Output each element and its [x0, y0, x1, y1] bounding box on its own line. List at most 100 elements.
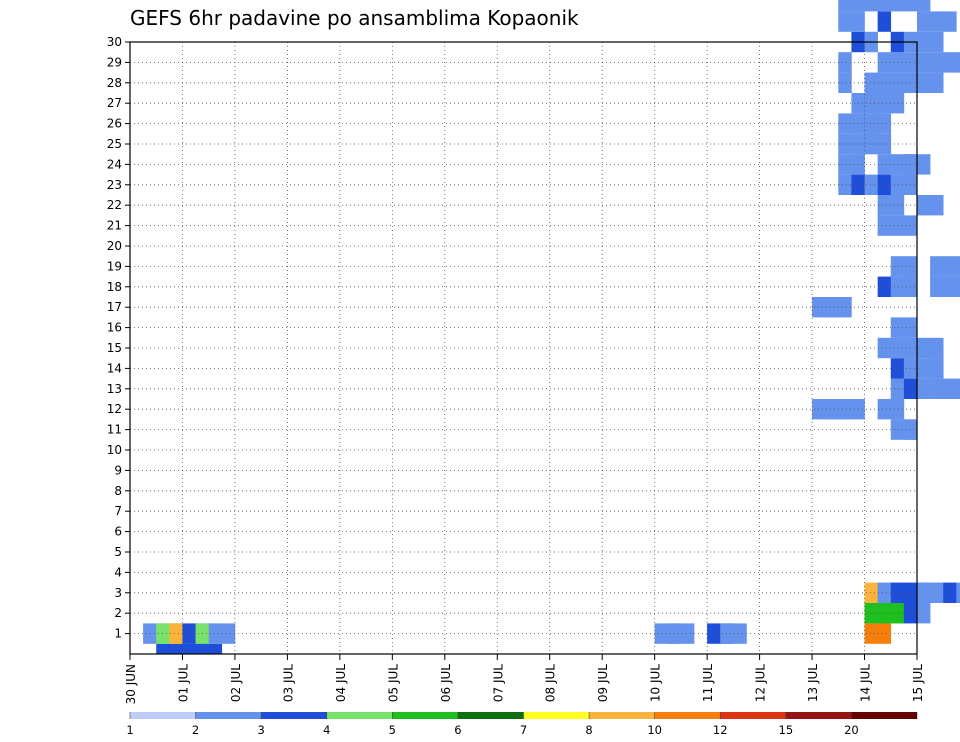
precip-cell	[890, 52, 905, 73]
y-tick-label: 24	[107, 157, 122, 171]
precip-cell	[838, 297, 852, 318]
precip-cell	[890, 358, 905, 379]
precip-cell	[890, 399, 905, 420]
x-tick-label: 07 JUL	[491, 664, 505, 702]
y-tick-label: 10	[107, 443, 122, 457]
y-tick-label: 29	[107, 55, 122, 69]
precip-cell	[156, 643, 196, 654]
precip-cell	[877, 174, 892, 195]
precip-cell	[838, 52, 852, 73]
colorbar-segment	[785, 712, 852, 719]
y-tick-label: 13	[107, 382, 122, 396]
precip-cell	[864, 623, 892, 644]
colorbar-segment	[720, 712, 787, 719]
precip-cell	[930, 358, 944, 379]
precip-cell	[930, 31, 944, 53]
precip-cell	[956, 378, 960, 399]
colorbar-segment	[326, 712, 393, 719]
y-tick-label: 3	[114, 586, 122, 600]
precip-cell	[903, 0, 918, 12]
colorbar-segment	[261, 712, 327, 719]
precip-cell	[943, 378, 960, 399]
y-tick-label: 8	[114, 484, 122, 498]
colorbar-label: 4	[323, 723, 330, 737]
precip-cell	[917, 378, 931, 399]
precip-cell	[169, 623, 183, 644]
precip-cell	[917, 72, 931, 93]
precip-cell	[943, 276, 960, 297]
chart-title: GEFS 6hr padavine po ansamblima Kopaonik	[130, 6, 579, 30]
y-axis-ticks: 1234567891011121314151617181920212223242…	[107, 35, 130, 641]
y-tick-label: 16	[107, 321, 122, 335]
precip-cell	[890, 256, 905, 277]
y-tick-label: 9	[114, 463, 122, 477]
precip-cell	[917, 603, 931, 624]
precip-cell	[917, 154, 931, 175]
colorbar: 1 2 3 4 5 6 7 8 10 12 15 20	[126, 712, 918, 737]
precip-cell	[943, 52, 957, 73]
y-tick-label: 18	[107, 280, 122, 294]
precip-cell	[943, 582, 957, 603]
colorbar-label: 5	[389, 723, 396, 737]
precip-cell	[930, 52, 944, 73]
y-tick-label: 23	[107, 178, 122, 192]
y-tick-label: 19	[107, 259, 122, 273]
y-tick-label: 26	[107, 117, 122, 131]
precip-cell	[956, 582, 960, 603]
precip-cell	[930, 276, 944, 297]
colorbar-label: 12	[713, 723, 728, 737]
y-tick-label: 28	[107, 76, 122, 90]
colorbar-segment	[851, 712, 918, 719]
x-tick-label: 08 JUL	[544, 664, 558, 702]
y-tick-label: 5	[114, 545, 122, 559]
precip-cell	[838, 154, 852, 175]
precip-cell	[877, 276, 892, 297]
x-tick-label: 05 JUL	[386, 664, 400, 702]
precip-cell	[667, 623, 695, 644]
precip-cell	[851, 133, 892, 155]
precip-cell	[890, 72, 905, 93]
y-tick-label: 25	[107, 137, 122, 151]
colorbar-segment	[589, 712, 655, 719]
y-tick-label: 21	[107, 219, 122, 233]
precip-cell	[182, 643, 223, 654]
precip-cell	[877, 52, 892, 73]
x-tick-label: 10 JUL	[649, 664, 663, 702]
precip-cell	[864, 93, 878, 114]
colorbar-segment	[392, 712, 459, 719]
colorbar-label: 15	[779, 723, 794, 737]
x-tick-label: 09 JUL	[596, 664, 610, 702]
colorbar-label: 10	[647, 723, 662, 737]
precip-cell	[930, 72, 944, 93]
grid-lines	[130, 42, 917, 654]
precip-cell	[838, 0, 852, 12]
precip-cell	[208, 623, 236, 644]
x-tick-label: 14 JUL	[859, 664, 873, 702]
x-axis-ticks: 30 JUN 01 JUL 02 JUL 03 JUL 04 JUL 05 JUL 06 J…	[124, 654, 925, 704]
precip-cell	[890, 378, 905, 399]
colorbar-segment	[654, 712, 721, 719]
y-tick-label: 1	[114, 627, 122, 641]
precip-cell	[930, 256, 944, 277]
precip-cell	[877, 93, 892, 114]
colorbar-label: 20	[844, 723, 859, 737]
precipitation-cells	[143, 0, 960, 654]
y-tick-label: 27	[107, 96, 122, 110]
precip-cell	[877, 399, 892, 420]
precip-cell	[864, 113, 892, 134]
precip-cell	[877, 11, 892, 32]
precip-cell	[877, 0, 892, 12]
precip-cell	[864, 72, 878, 93]
precip-cell	[917, 31, 931, 53]
precip-cell	[890, 603, 905, 624]
colorbar-segment	[457, 712, 524, 719]
precip-cell	[838, 72, 852, 93]
y-tick-label: 4	[114, 565, 122, 579]
y-tick-label: 2	[114, 606, 122, 620]
x-tick-label: 13 JUL	[806, 664, 820, 702]
precip-cell	[917, 195, 944, 216]
colorbar-label: 7	[520, 723, 527, 737]
precip-cell	[890, 317, 918, 338]
x-tick-label: 11 JUL	[701, 664, 715, 702]
